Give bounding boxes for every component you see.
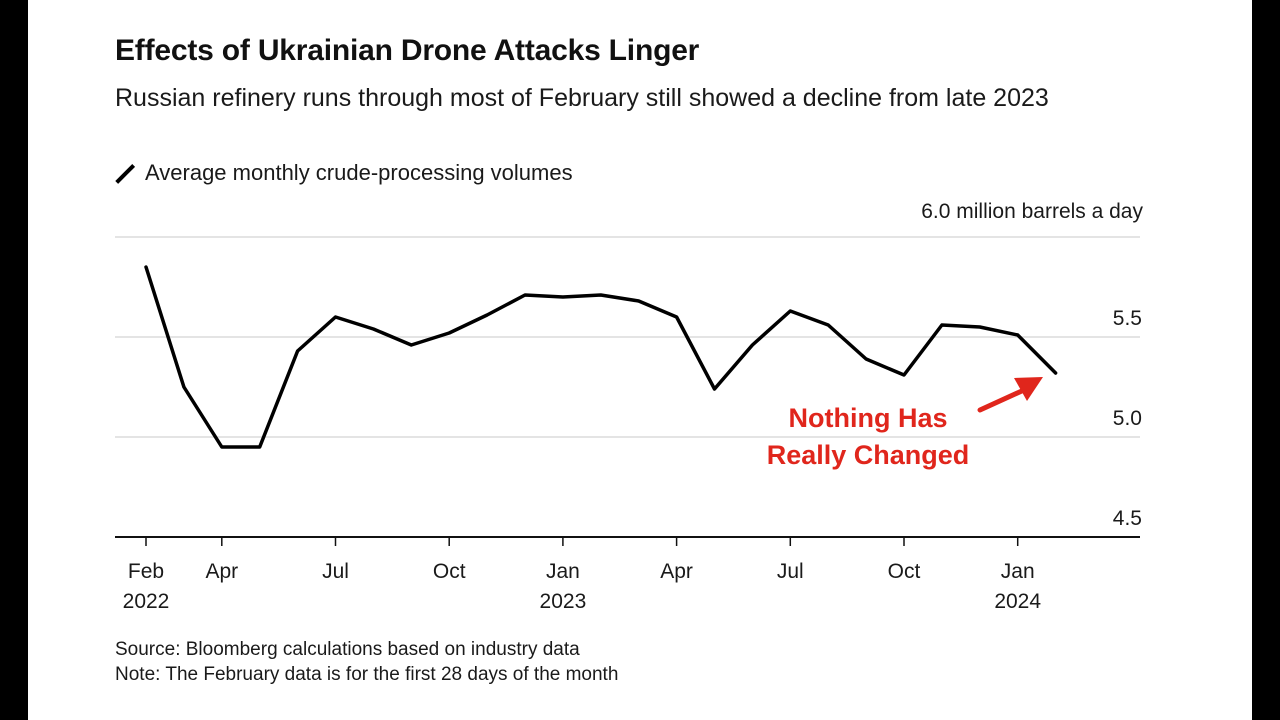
source-note: Source: Bloomberg calculations based on …: [115, 639, 580, 660]
footnote: Note: The February data is for the first…: [115, 664, 619, 685]
annotation-arrow-head: [1014, 377, 1043, 401]
x-tick-label: Jan: [1001, 560, 1035, 583]
y-tick-label: 5.5: [1113, 307, 1142, 330]
y-tick-label: 5.0: [1113, 407, 1142, 430]
x-tick-label: Feb: [128, 560, 164, 583]
annotation-label: Really Changed: [767, 440, 970, 470]
x-tick-label: Apr: [205, 560, 238, 583]
x-tick-label: Oct: [888, 560, 921, 583]
annotation-label: Nothing Has: [789, 403, 948, 433]
y-tick-label: 4.5: [1113, 507, 1142, 530]
y-axis-unit-label: 6.0 million barrels a day: [921, 200, 1143, 223]
legend: Average monthly crude-processing volumes: [115, 160, 573, 186]
x-tick-label: Jan: [546, 560, 580, 583]
chart-title: Effects of Ukrainian Drone Attacks Linge…: [115, 34, 700, 67]
series-line: [144, 265, 1058, 449]
x-tick-label: Apr: [660, 560, 693, 583]
line-chart: 5.5 5.0 4.5 Feb 2022 Apr Jul Oct Jan 2023 Apr Jul Oc…: [115, 236, 1142, 613]
x-tick-year-label: 2024: [994, 590, 1041, 613]
x-tick-label: Jul: [777, 560, 804, 583]
legend-label: Average monthly crude-processing volumes: [145, 160, 573, 185]
x-tick-label: Jul: [322, 560, 349, 583]
x-tick-year-label: 2022: [123, 590, 170, 613]
x-tick-year-label: 2023: [540, 590, 587, 613]
x-tick-label: Oct: [433, 560, 466, 583]
chart-card: Effects of Ukrainian Drone Attacks Linge…: [28, 0, 1252, 720]
annotation-arrow-shaft: [977, 387, 1027, 413]
chart-subtitle: Russian refinery runs through most of Fe…: [115, 84, 1049, 112]
